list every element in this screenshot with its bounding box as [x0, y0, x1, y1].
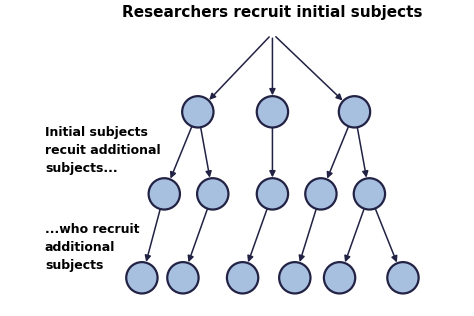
- Circle shape: [149, 178, 180, 210]
- Circle shape: [387, 262, 419, 294]
- Circle shape: [227, 262, 258, 294]
- Circle shape: [197, 178, 228, 210]
- Circle shape: [257, 96, 288, 127]
- Circle shape: [182, 96, 213, 127]
- Circle shape: [167, 262, 199, 294]
- Circle shape: [339, 96, 370, 127]
- Text: ...who recruit
additional
subjects: ...who recruit additional subjects: [45, 223, 139, 272]
- Text: Researchers recruit initial subjects: Researchers recruit initial subjects: [122, 5, 423, 21]
- Circle shape: [279, 262, 310, 294]
- Circle shape: [257, 178, 288, 210]
- Text: Initial subjects
recuit additional
subjects...: Initial subjects recuit additional subje…: [45, 126, 161, 175]
- Circle shape: [126, 262, 157, 294]
- Circle shape: [354, 178, 385, 210]
- Circle shape: [324, 262, 355, 294]
- Circle shape: [305, 178, 337, 210]
